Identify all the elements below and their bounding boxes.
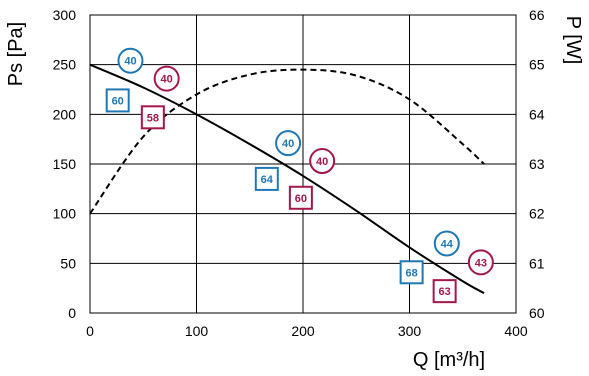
x-tick-label: 200 <box>291 323 315 339</box>
circle-marker-ring <box>309 148 336 175</box>
y-left-tick-label: 150 <box>53 156 77 172</box>
y-right-tick-label: 63 <box>529 156 545 172</box>
square-marker-box <box>399 260 424 285</box>
marker-label: 60 <box>112 95 124 107</box>
marker-label: 64 <box>261 174 274 186</box>
y-left-tick-label: 100 <box>53 206 77 222</box>
circle-marker-ring <box>153 65 180 92</box>
y-left-tick-label: 300 <box>53 7 77 23</box>
marker-label: 68 <box>406 267 418 279</box>
marker-label: 58 <box>147 112 159 124</box>
circle-marker-ring <box>467 249 494 276</box>
circle-marker-ring <box>275 130 302 157</box>
circle-marker: 44 <box>433 230 460 257</box>
circle-marker: 43 <box>467 249 494 276</box>
square-marker-box <box>254 166 279 191</box>
y-right-tick-label: 64 <box>529 106 545 122</box>
square-marker-box <box>140 105 165 130</box>
y-left-tick-label: 200 <box>53 106 77 122</box>
y-right-tick-label: 66 <box>529 7 545 23</box>
square-marker-box <box>432 279 457 304</box>
markers: 40 40 60 58 40 40 64 60 44 43 68 63 <box>105 47 494 304</box>
y-axis-right-title: P [W] <box>562 16 584 65</box>
power-curve-dashed <box>89 68 485 215</box>
circle-marker: 40 <box>117 47 144 74</box>
square-marker: 64 <box>254 166 279 191</box>
tick-labels: 0 100 200 300 400 0 50 100 150 200 250 300 60 61 62 63 6… <box>53 7 545 339</box>
circle-marker-ring <box>433 230 460 257</box>
series-lines <box>89 63 485 295</box>
x-tick-label: 400 <box>504 323 528 339</box>
y-right-tick-label: 61 <box>529 255 545 271</box>
y-left-tick-label: 250 <box>53 57 77 73</box>
marker-label: 60 <box>295 193 307 205</box>
x-axis-title: Q [m³/h] <box>413 349 485 371</box>
marker-label: 40 <box>282 138 294 150</box>
circle-marker: 40 <box>309 148 336 175</box>
circle-marker: 40 <box>275 130 302 157</box>
circle-marker-ring <box>117 47 144 74</box>
x-tick-label: 300 <box>398 323 422 339</box>
marker-label: 63 <box>439 286 451 298</box>
square-marker-box <box>288 185 313 210</box>
square-marker-box <box>105 88 130 113</box>
marker-label: 40 <box>124 56 136 68</box>
x-tick-label: 100 <box>185 323 209 339</box>
y-right-tick-label: 60 <box>529 305 545 321</box>
plot-frame <box>89 14 517 314</box>
square-marker: 58 <box>140 105 165 130</box>
marker-label: 44 <box>441 238 454 250</box>
square-marker: 60 <box>288 185 313 210</box>
square-marker: 68 <box>399 260 424 285</box>
y-left-tick-label: 0 <box>68 305 76 321</box>
square-marker: 63 <box>432 279 457 304</box>
pressure-curve-solid <box>89 63 485 295</box>
x-tick-label: 0 <box>86 323 94 339</box>
marker-label: 40 <box>316 156 328 168</box>
y-left-tick-label: 50 <box>60 255 76 271</box>
marker-label: 43 <box>475 257 487 269</box>
y-axis-left-title: Ps [Pa] <box>5 22 27 86</box>
square-marker: 60 <box>105 88 130 113</box>
y-right-tick-label: 62 <box>529 206 545 222</box>
grid <box>90 15 516 313</box>
y-right-tick-label: 65 <box>529 57 545 73</box>
circle-marker: 40 <box>153 65 180 92</box>
marker-label: 40 <box>161 74 173 86</box>
